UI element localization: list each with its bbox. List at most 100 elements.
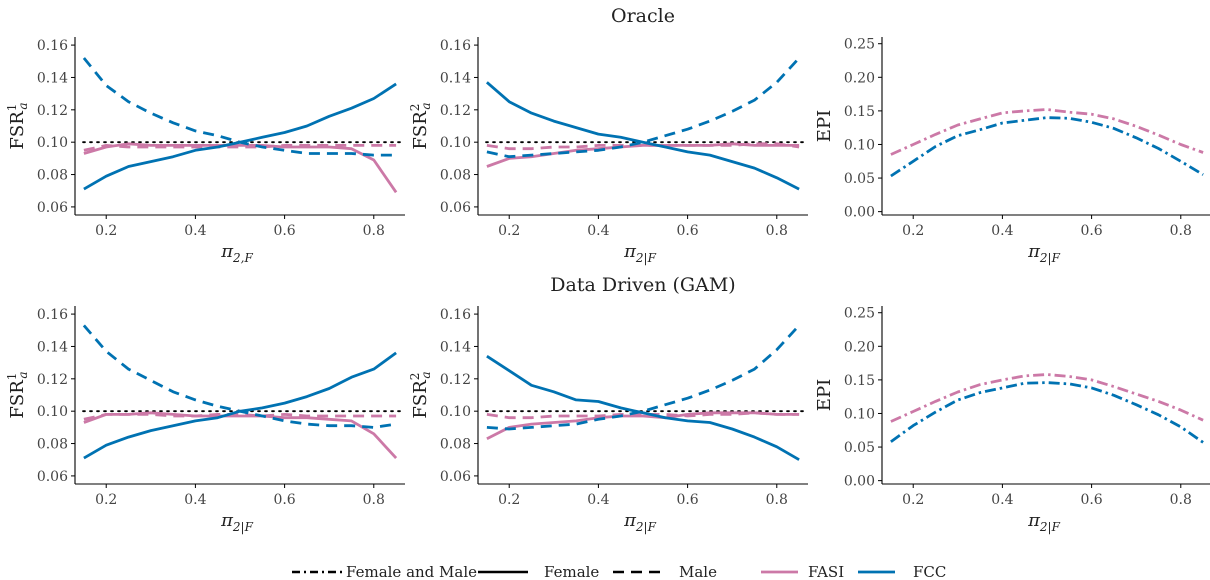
y-tick-label: 0.00 xyxy=(844,474,875,490)
series-fasi-male xyxy=(83,143,397,152)
x-axis-title-part: π xyxy=(1027,510,1041,531)
y-tick-label: 0.14 xyxy=(37,70,68,86)
x-axis-title-part: π xyxy=(623,241,637,262)
y-tick-label: 0.12 xyxy=(440,103,471,119)
y-tick-label: 0.12 xyxy=(37,372,68,388)
y-tick-label: 0.14 xyxy=(440,70,471,86)
x-tick-label: 0.8 xyxy=(766,223,788,239)
y-tick-label: 0.10 xyxy=(440,135,471,151)
x-axis-title-part: 2|F xyxy=(1039,520,1061,534)
y-tick-label: 0.16 xyxy=(37,38,68,54)
y-tick-label: 0.12 xyxy=(37,103,68,119)
y-axis-title-part: a xyxy=(16,371,30,378)
x-axis-title-part: 2|F xyxy=(635,251,657,265)
y-tick-label: 0.05 xyxy=(844,440,875,456)
y-axis-title-part: FSR xyxy=(7,111,28,150)
y-axis-title: EPI xyxy=(814,379,835,411)
series-fcc-female xyxy=(486,355,800,461)
legend-label-female: Female xyxy=(544,563,599,580)
x-tick-label: 0.8 xyxy=(766,492,788,508)
y-tick-label: 0.20 xyxy=(844,339,875,355)
y-tick-label: 0.15 xyxy=(844,104,875,120)
y-tick-label: 0.14 xyxy=(440,339,471,355)
legend-linetype-entry-male: Male xyxy=(613,563,717,580)
y-tick-label: 0.08 xyxy=(37,168,68,184)
x-tick-label: 0.2 xyxy=(902,492,924,508)
legend-color-entry-fcc: FCC xyxy=(858,563,946,580)
x-axis-title: π2|F xyxy=(1027,241,1061,265)
x-axis-title-part: 2|F xyxy=(232,520,254,534)
series-fasi-female xyxy=(83,142,398,194)
legend-label-female-and-male: Female and Male xyxy=(346,563,477,580)
panel-0-0: 0.06 0.08 0.10 0.12 0.14 0.16 0.2 0.4 0.6 0.8 π2,F… xyxy=(5,37,405,265)
x-tick-label: 0.6 xyxy=(273,223,295,239)
y-axis-title-part: 1 xyxy=(5,373,19,381)
y-axis-title-part: 1 xyxy=(5,104,19,112)
y-axis-title-part: a xyxy=(16,102,30,109)
series-fcc-female xyxy=(83,82,397,191)
x-axis-title-part: 2|F xyxy=(1039,251,1061,265)
x-axis-title-part: π xyxy=(220,241,234,262)
series-fcc-male xyxy=(82,324,397,429)
y-tick-label: 0.20 xyxy=(844,70,875,86)
x-axis-title: π2|F xyxy=(1027,510,1061,534)
x-axis-title-part: π xyxy=(1027,241,1041,262)
y-tick-label: 0.00 xyxy=(844,205,875,221)
y-axis-title-part: 2 xyxy=(408,373,422,381)
x-tick-label: 0.4 xyxy=(587,223,609,239)
x-axis-title-part: π xyxy=(220,510,234,531)
panel-1-2: 0.00 0.05 0.10 0.15 0.20 0.25 0.2 0.4 0.6 0.8 π2|F… xyxy=(814,306,1210,534)
y-tick-label: 0.10 xyxy=(844,137,875,153)
y-tick-label: 0.10 xyxy=(844,406,875,422)
y-axis-title: FSR2a xyxy=(408,102,433,149)
series-fcc-female-and-male xyxy=(890,116,1204,178)
y-axis-title: EPI xyxy=(814,110,835,142)
y-axis-title-part: FSR xyxy=(7,380,28,419)
panels-layer: 0.06 0.08 0.10 0.12 0.14 0.16 0.2 0.4 0.6 0.8 π2,F… xyxy=(5,37,1210,534)
legend-linetype-entry-female: Female xyxy=(478,563,599,580)
y-tick-label: 0.10 xyxy=(37,135,68,151)
y-axis-title-part: a xyxy=(419,102,433,109)
x-tick-label: 0.2 xyxy=(95,223,117,239)
x-tick-label: 0.8 xyxy=(1170,492,1192,508)
legend-label-fcc: FCC xyxy=(913,563,946,580)
y-axis-title-part: 2 xyxy=(408,104,422,112)
panel-1-0: 0.06 0.08 0.10 0.12 0.14 0.16 0.2 0.4 0.6 0.8 π2|F… xyxy=(5,306,405,534)
x-tick-label: 0.4 xyxy=(991,492,1013,508)
x-tick-label: 0.4 xyxy=(184,223,206,239)
y-axis-title-part: FSR xyxy=(410,380,431,419)
x-tick-label: 0.4 xyxy=(991,223,1013,239)
x-tick-label: 0.2 xyxy=(498,492,520,508)
series-fasi-male xyxy=(486,142,800,151)
y-tick-label: 0.08 xyxy=(37,437,68,453)
y-axis-title: FSR2a xyxy=(408,371,433,418)
x-axis-title: π2,F xyxy=(220,241,253,265)
x-axis-title-part: π xyxy=(623,510,637,531)
y-tick-label: 0.16 xyxy=(37,307,68,323)
y-axis-title-part: FSR xyxy=(410,111,431,150)
x-tick-label: 0.6 xyxy=(676,492,698,508)
x-axis-title: π2|F xyxy=(623,510,657,534)
panel-0-2: 0.00 0.05 0.10 0.15 0.20 0.25 0.2 0.4 0.6 0.8 π2|F… xyxy=(814,37,1210,265)
x-tick-label: 0.4 xyxy=(587,492,609,508)
y-tick-label: 0.16 xyxy=(440,38,471,54)
y-tick-label: 0.06 xyxy=(37,469,68,485)
x-axis-title: π2|F xyxy=(623,241,657,265)
y-tick-label: 0.08 xyxy=(440,437,471,453)
y-tick-label: 0.10 xyxy=(37,404,68,420)
legend-linetype-entry-female-and-male: Female and Male xyxy=(292,563,477,580)
x-tick-label: 0.8 xyxy=(363,492,385,508)
x-axis-title-part: 2|F xyxy=(635,520,657,534)
x-tick-label: 0.2 xyxy=(95,492,117,508)
y-axis-title-part: a xyxy=(419,371,433,378)
series-fcc-female xyxy=(485,81,800,191)
y-tick-label: 0.14 xyxy=(37,339,68,355)
y-tick-label: 0.05 xyxy=(844,171,875,187)
legend-label-fasi: FASI xyxy=(808,563,844,580)
y-tick-label: 0.08 xyxy=(440,168,471,184)
y-axis-title: FSR1a xyxy=(5,102,30,149)
x-tick-label: 0.2 xyxy=(902,223,924,239)
row-title-oracle: Oracle xyxy=(611,5,675,27)
series-fasi-female xyxy=(486,142,800,168)
